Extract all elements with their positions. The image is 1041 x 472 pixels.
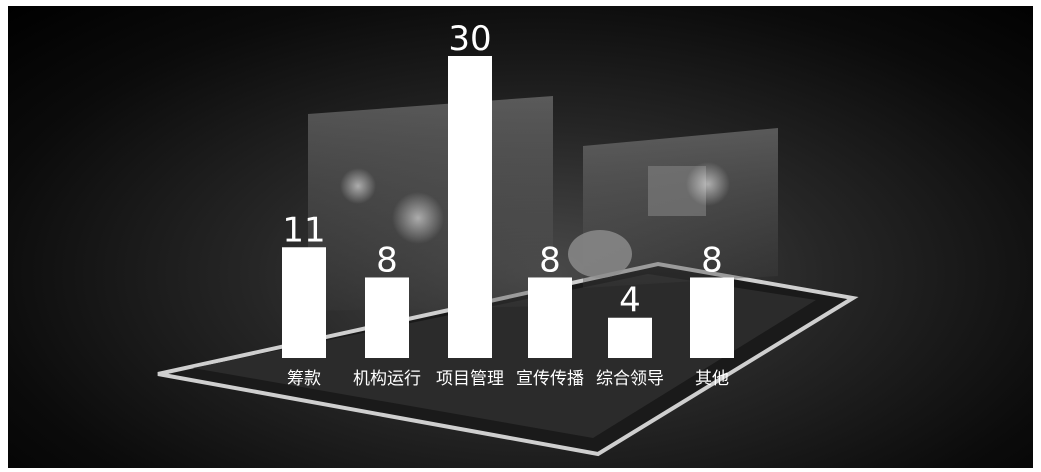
glow-spot xyxy=(392,192,444,244)
bar xyxy=(608,317,652,358)
value-labels-layer: 11 8 30 8 4 8 xyxy=(282,19,722,321)
bar xyxy=(365,277,409,358)
category-label: 综合领导 xyxy=(596,369,664,389)
category-label: 机构运行 xyxy=(353,369,421,389)
category-label: 筹款 xyxy=(287,369,321,389)
bar-chart: 11 8 30 8 4 8 筹款 机构运行 项目管理 宣传传播 综合领导 其他 xyxy=(157,19,859,457)
category-label: 其他 xyxy=(695,369,729,389)
bar xyxy=(528,277,572,358)
bar xyxy=(282,247,326,358)
tablet-screen xyxy=(193,274,816,438)
glow-spot xyxy=(340,168,376,204)
bar-value-label: 11 xyxy=(282,210,325,250)
bar-value-label: 8 xyxy=(701,240,723,280)
bar xyxy=(690,277,734,358)
bar xyxy=(448,56,492,358)
chart-frame: 11 8 30 8 4 8 筹款 机构运行 项目管理 宣传传播 综合领导 其他 xyxy=(8,6,1033,468)
bar-value-label: 8 xyxy=(539,240,561,280)
background-illustration xyxy=(157,96,859,457)
category-label: 宣传传播 xyxy=(516,369,584,389)
category-label: 项目管理 xyxy=(436,369,504,389)
category-labels-layer: 筹款 机构运行 项目管理 宣传传播 综合领导 其他 xyxy=(287,369,729,389)
cloud-icon xyxy=(568,230,632,278)
bar-value-label: 4 xyxy=(619,281,641,321)
bars-layer xyxy=(282,56,734,358)
glow-spot xyxy=(686,162,730,206)
bar-value-label: 30 xyxy=(448,19,491,59)
bar-value-label: 8 xyxy=(376,240,398,280)
